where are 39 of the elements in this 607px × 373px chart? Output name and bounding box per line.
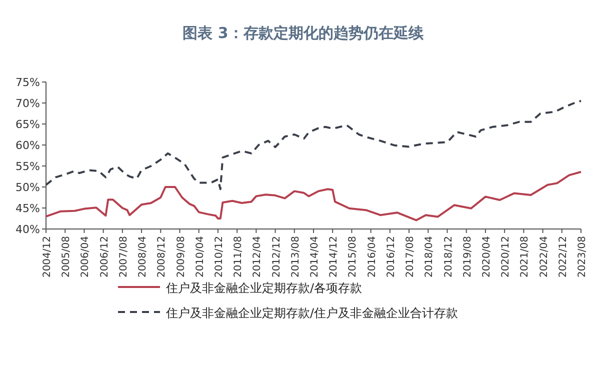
x-tick-label: 2013/08 — [290, 236, 302, 278]
x-tick-label: 2011/08 — [233, 236, 244, 278]
x-tick-label: 2012/04 — [252, 236, 264, 278]
x-tick-label: 2022/04 — [538, 236, 550, 278]
x-tick-label: 2016/04 — [366, 236, 378, 278]
x-tick-label: 2019/08 — [462, 236, 474, 278]
x-tick-label: 2006/04 — [80, 236, 92, 278]
x-tick-label: 2020/12 — [500, 236, 512, 278]
y-tick-label: 55% — [16, 160, 40, 173]
x-tick-label: 2020/04 — [481, 236, 492, 278]
y-tick-label: 75% — [16, 76, 40, 89]
x-tick-label: 2018/12 — [443, 236, 454, 278]
y-tick-label: 40% — [16, 223, 40, 236]
legend-label: 住户及非金融企业定期存款/各项存款 — [165, 281, 362, 295]
x-tick-label: 2016/12 — [386, 236, 397, 278]
x-tick-label: 2009/08 — [176, 236, 187, 278]
x-tick-label: 2022/12 — [558, 236, 569, 278]
chart-title: 图表 3：存款定期化的趋势仍在延续 — [182, 24, 424, 42]
x-tick-label: 2014/12 — [328, 236, 340, 278]
x-tick-label: 2014/04 — [310, 236, 320, 278]
y-tick-label: 70% — [16, 97, 40, 110]
x-tick-label: 2012/12 — [271, 236, 282, 278]
x-tick-label: 2010/04 — [194, 236, 206, 278]
x-tick-label: 2023/08 — [577, 236, 588, 278]
x-tick-label: 2008/04 — [138, 236, 149, 278]
x-tick-label: 2005/08 — [61, 236, 72, 278]
x-tick-label: 2018/04 — [424, 236, 436, 278]
y-tick-label: 65% — [16, 118, 40, 131]
y-tick-label: 50% — [16, 181, 40, 194]
x-tick-label: 2021/08 — [520, 236, 531, 278]
x-tick-label: 2008/12 — [156, 236, 168, 278]
y-tick-label: 60% — [16, 139, 40, 152]
x-tick-label: 2015/08 — [348, 236, 359, 278]
x-tick-label: 2007/08 — [118, 236, 130, 278]
x-tick-label: 2017/08 — [405, 236, 416, 278]
x-tick-label: 2010/12 — [214, 236, 225, 278]
x-tick-label: 2004/12 — [42, 236, 53, 278]
x-tick-label: 2006/12 — [99, 236, 110, 278]
y-tick-label: 45% — [16, 202, 40, 215]
